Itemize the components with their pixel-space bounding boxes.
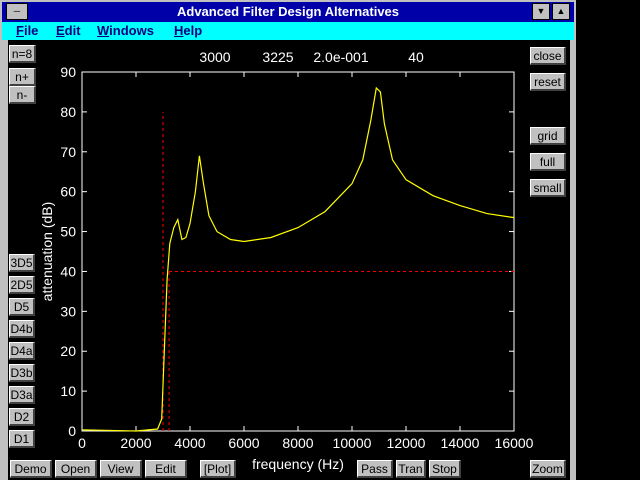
view-button[interactable]: reset: [530, 73, 566, 91]
view-button[interactable]: full: [530, 153, 566, 171]
designs-button[interactable]: D2: [9, 408, 35, 426]
designs-button[interactable]: D1: [9, 430, 35, 448]
x-tick-label: 2000: [120, 435, 151, 451]
view-button[interactable]: small: [530, 179, 566, 197]
header-value: 40: [408, 49, 424, 65]
designs-button[interactable]: D4a: [9, 342, 35, 360]
bottom-button[interactable]: Stop: [429, 460, 461, 478]
header-value: 3225: [262, 49, 293, 65]
x-tick-label: 16000: [495, 435, 534, 451]
plot-frame: [81, 71, 515, 432]
order-button[interactable]: n-: [9, 86, 36, 104]
order-button[interactable]: n+: [9, 68, 36, 86]
header-value: 2.0e-001: [313, 49, 368, 65]
window-title: Advanced Filter Design Alternatives: [176, 4, 400, 19]
header-value: 3000: [199, 49, 230, 65]
client-area: [8, 40, 570, 480]
x-tick-label: 4000: [174, 435, 205, 451]
maximize-button[interactable]: ▲: [552, 3, 570, 20]
designs-button[interactable]: 2D5: [9, 276, 35, 294]
y-tick-label: 0: [68, 423, 76, 439]
bottom-button[interactable]: Tran: [396, 460, 426, 478]
view-button[interactable]: grid: [530, 127, 566, 145]
view-button[interactable]: close: [530, 47, 566, 65]
y-axis-label: attenuation (dB): [39, 202, 55, 302]
x-tick-label: 12000: [387, 435, 426, 451]
y-tick-label: 40: [60, 263, 76, 279]
y-tick-label: 90: [60, 64, 76, 80]
designs-button[interactable]: D3b: [9, 364, 35, 382]
bottom-button[interactable]: Pass: [357, 460, 393, 478]
designs-button[interactable]: D3a: [9, 386, 35, 404]
bottom-button[interactable]: [Plot]: [200, 460, 236, 478]
designs-button[interactable]: D4b: [9, 320, 35, 338]
bottom-button[interactable]: Edit: [145, 460, 187, 478]
menu-item[interactable]: Edit: [56, 23, 81, 38]
y-tick-label: 30: [60, 303, 76, 319]
x-tick-label: 8000: [282, 435, 313, 451]
order-button[interactable]: n=8: [9, 45, 36, 63]
x-tick-label: 6000: [228, 435, 259, 451]
menu-item[interactable]: File: [16, 23, 39, 38]
bottom-button[interactable]: Open: [55, 460, 97, 478]
menu-item[interactable]: Windows: [97, 23, 154, 38]
menu-bar: [2, 22, 574, 40]
y-tick-label: 60: [60, 184, 76, 200]
y-tick-label: 50: [60, 224, 76, 240]
x-tick-label: 0: [78, 435, 86, 451]
designs-button[interactable]: 3D5: [9, 254, 35, 272]
y-tick-label: 70: [60, 144, 76, 160]
minimize-button[interactable]: ▼: [532, 3, 550, 20]
menu-item[interactable]: Help: [174, 23, 203, 38]
y-tick-label: 20: [60, 343, 76, 359]
bottom-button[interactable]: Zoom: [530, 460, 566, 478]
title-bar: Advanced Filter Design Alternatives: [2, 2, 574, 22]
bottom-button[interactable]: Demo: [10, 460, 52, 478]
system-menu[interactable]: ─: [6, 3, 28, 20]
y-tick-label: 10: [60, 383, 76, 399]
attenuation-curve: [81, 86, 515, 432]
designs-button[interactable]: D5: [9, 298, 35, 316]
x-axis-label: frequency (Hz): [252, 456, 344, 472]
x-tick-label: 10000: [333, 435, 372, 451]
bottom-button[interactable]: View: [100, 460, 142, 478]
x-tick-label: 14000: [441, 435, 480, 451]
y-tick-label: 80: [60, 104, 76, 120]
